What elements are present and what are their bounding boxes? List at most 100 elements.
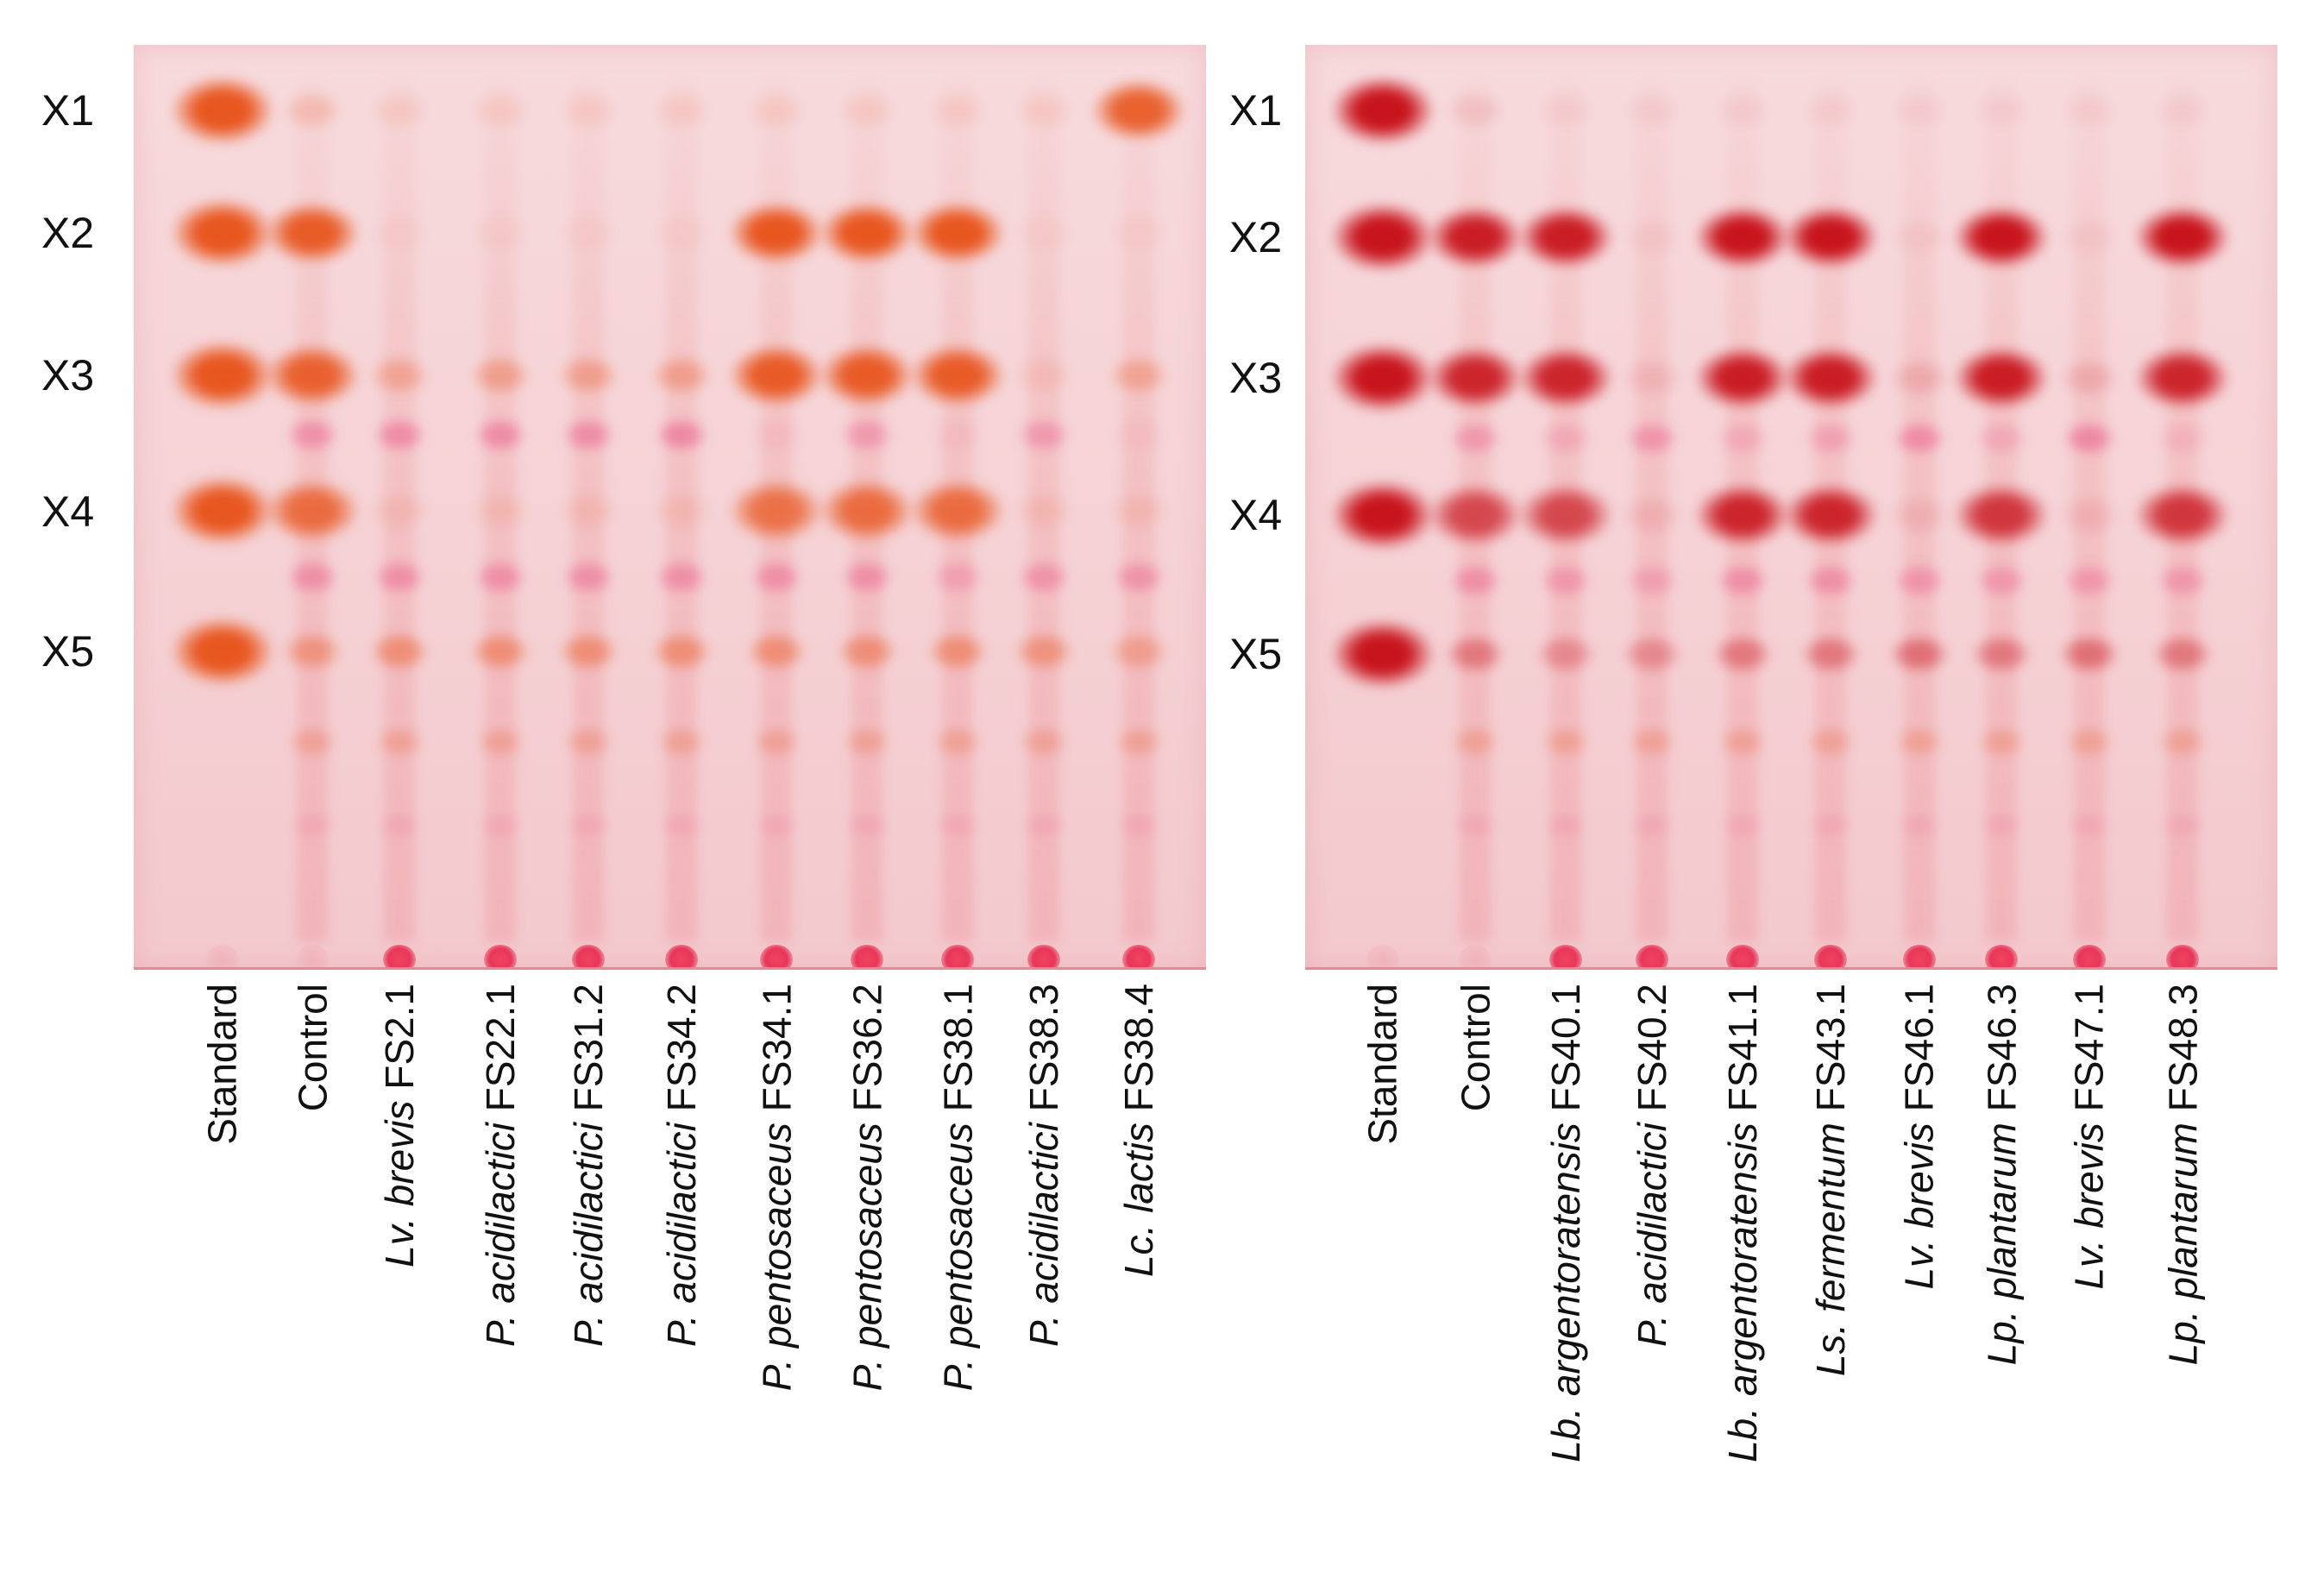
- pink-spot: [1626, 563, 1678, 598]
- sugar-spot: [558, 632, 619, 671]
- row-label-x3-left: X3: [41, 351, 95, 399]
- sugar-spot: [2135, 484, 2230, 546]
- strain-name: Control: [290, 984, 335, 1112]
- faint-spot: [1020, 726, 1068, 758]
- sugar-spot: [729, 344, 824, 406]
- pink-spot: [1540, 563, 1592, 598]
- species-name: Lb. argentoratensis: [1543, 1123, 1588, 1462]
- faint-spot: [2065, 726, 2114, 758]
- lane-label-text: P. acidilactici FS34.2: [657, 984, 706, 1347]
- sample-origin: [1366, 945, 1399, 970]
- species-name: Lv. brevis: [1897, 1123, 1942, 1290]
- faint-spot: [479, 812, 522, 840]
- sugar-spot: [265, 344, 360, 406]
- tlc-plate-right: [1305, 45, 2277, 970]
- sugar-spot: [2152, 634, 2213, 674]
- faint-spot: [1630, 812, 1674, 840]
- strain-name: FS46.1: [1897, 984, 1942, 1112]
- lane-label-text: P. acidilactici FS40.2: [1628, 984, 1676, 1347]
- pink-spot: [1975, 563, 2027, 598]
- pink-spot: [1449, 563, 1501, 598]
- sugar-spot: [1889, 495, 1950, 535]
- lane-label-text: P. acidilactici FS38.3: [1020, 984, 1068, 1347]
- standard-spot: [171, 76, 274, 145]
- lane-label-text: Lv. brevis FS2.1: [375, 984, 424, 1267]
- sample-origin: [760, 945, 793, 970]
- pink-spot: [2063, 420, 2115, 456]
- lane-label-text: Standard: [1359, 984, 1407, 1145]
- sugar-spot: [2059, 495, 2120, 535]
- pink-spot: [2157, 420, 2208, 456]
- pink-spot: [1805, 563, 1856, 598]
- sugar-spot: [1536, 91, 1596, 130]
- strain-name: FS46.3: [1979, 984, 2024, 1112]
- sugar-spot: [1536, 634, 1596, 674]
- strain-name: FS38.4: [1116, 984, 1161, 1112]
- sugar-spot: [558, 91, 619, 130]
- sample-origin: [1726, 945, 1759, 970]
- lane-label-text: P. acidilactici FS31.2: [564, 984, 612, 1347]
- sugar-spot: [820, 202, 914, 264]
- pink-spot: [1975, 420, 2027, 456]
- sugar-spot: [729, 480, 824, 542]
- pink-spot: [1626, 420, 1678, 456]
- sugar-spot: [558, 491, 619, 531]
- faint-spot: [845, 812, 889, 840]
- lane-label-text: P. pentosaceus FS34.1: [752, 984, 801, 1391]
- strain-name: FS38.3: [1021, 984, 1066, 1112]
- strain-name: FS48.3: [2160, 984, 2205, 1112]
- strain-name: Standard: [200, 984, 245, 1145]
- faint-spot: [291, 812, 334, 840]
- sugar-spot: [651, 632, 712, 671]
- sugar-spot: [369, 213, 430, 253]
- pink-spot: [474, 559, 526, 594]
- sugar-spot: [470, 355, 531, 395]
- sample-origin: [1903, 945, 1936, 970]
- lane-label-text: Lb. argentoratensis FS40.1: [1542, 984, 1590, 1462]
- sugar-spot: [1783, 347, 1878, 409]
- sugar-spot: [1971, 634, 2032, 674]
- pink-spot: [1894, 563, 1945, 598]
- lane-streak: [2074, 79, 2105, 942]
- species-name: Ls. fermentum: [1808, 1123, 1853, 1377]
- sugar-spot: [1518, 206, 1613, 268]
- faint-spot: [1898, 812, 1941, 840]
- faint-spot: [755, 812, 798, 840]
- pink-spot: [474, 417, 526, 452]
- sample-origin: [484, 945, 517, 970]
- sugar-spot: [1109, 491, 1169, 531]
- pink-spot: [656, 559, 707, 594]
- sample-origin: [383, 945, 416, 970]
- species-name: Lp. plantarum: [1979, 1123, 2024, 1366]
- lane-streak: [384, 79, 415, 942]
- sugar-spot: [1695, 206, 1790, 268]
- faint-spot: [567, 812, 610, 840]
- pink-spot: [841, 559, 893, 594]
- sample-origin: [2073, 945, 2106, 970]
- sample-origin: [1122, 945, 1155, 970]
- lane-label-text: Control: [288, 984, 336, 1111]
- sugar-spot: [837, 632, 897, 671]
- faint-spot: [288, 726, 336, 758]
- pink-spot: [562, 417, 614, 452]
- pink-spot: [1449, 420, 1501, 456]
- standard-spot: [1331, 343, 1435, 412]
- faint-spot: [1544, 812, 1587, 840]
- faint-spot: [2158, 726, 2207, 758]
- sugar-spot: [1109, 632, 1169, 671]
- sugar-spot: [1445, 634, 1505, 674]
- faint-spot: [1542, 726, 1590, 758]
- sugar-spot: [265, 202, 360, 264]
- strain-name: Standard: [1360, 984, 1405, 1145]
- standard-spot: [171, 617, 274, 686]
- pink-spot: [2157, 563, 2208, 598]
- sugar-spot: [470, 213, 531, 253]
- sugar-spot: [729, 202, 824, 264]
- species-name: P. pentosaceus: [935, 1123, 980, 1392]
- sugar-spot: [1622, 358, 1682, 398]
- pink-spot: [1540, 420, 1592, 456]
- row-label-x2-right: X2: [1229, 213, 1283, 261]
- sugar-spot: [369, 91, 430, 130]
- sample-origin: [1985, 945, 2018, 970]
- row-label-x1-right: X1: [1229, 86, 1283, 135]
